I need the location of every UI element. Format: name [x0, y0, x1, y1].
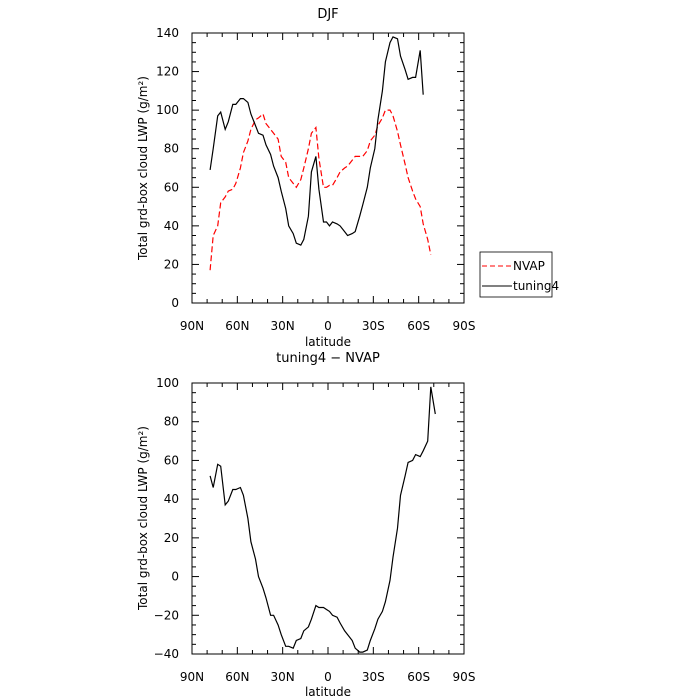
y-tick-label-top: 0	[171, 296, 179, 310]
y-tick-label-bottom: 100	[156, 376, 179, 390]
x-tick-label-bottom: 90S	[453, 670, 476, 684]
x-axis-title-top: latitude	[305, 335, 351, 349]
y-tick-label-top: 60	[164, 180, 179, 194]
series-line-tuning4	[209, 36, 424, 246]
y-tick-label-bottom: 20	[164, 531, 179, 545]
y-tick-label-bottom: −20	[154, 608, 179, 622]
x-tick-label-bottom: 90N	[180, 670, 204, 684]
x-tick-label-top: 90S	[453, 319, 476, 333]
y-tick-label-top: 100	[156, 103, 179, 117]
x-tick-label-top: 90N	[180, 319, 204, 333]
y-tick-label-top: 40	[164, 219, 179, 233]
y-tick-label-top: 120	[156, 65, 179, 79]
x-tick-label-bottom: 60N	[225, 670, 249, 684]
legend-label-tuning4: tuning4	[513, 279, 559, 293]
y-tick-label-bottom: 40	[164, 492, 179, 506]
x-tick-label-bottom: 30S	[362, 670, 385, 684]
y-tick-label-bottom: 80	[164, 415, 179, 429]
legend-label-nvap: NVAP	[513, 259, 545, 273]
y-tick-label-top: 140	[156, 26, 179, 40]
x-axis-title-bottom: latitude	[305, 685, 351, 699]
legend: NVAP tuning4	[479, 251, 559, 298]
x-tick-label-top: 60N	[225, 319, 249, 333]
y-tick-label-top: 20	[164, 257, 179, 271]
axes-bottom: 90N 60N 30N 0 30S 60S 90S −40 −20 0 20 40 60 80 100	[154, 376, 476, 684]
x-tick-label-bottom: 60S	[407, 670, 430, 684]
y-axis-title-top: Total grd-box cloud LWP (g/m²)	[136, 76, 150, 261]
x-tick-label-bottom: 0	[324, 670, 332, 684]
x-tick-label-top: 60S	[407, 319, 430, 333]
chart-title-bottom: tuning4 − NVAP	[276, 351, 380, 366]
plot-frame-bottom	[191, 382, 465, 655]
y-tick-label-bottom: 0	[171, 570, 179, 584]
chart-top: DJF 90N 60N 30N 0 30S 60S 90S 0 20 40 60 80 100 120 14…	[136, 7, 475, 349]
x-tick-label-top: 0	[324, 319, 332, 333]
axes-top: 90N 60N 30N 0 30S 60S 90S 0 20 40 60 80 100 120 140	[156, 26, 475, 333]
y-axis-title-bottom: Total grd-box cloud LWP (g/m²)	[136, 426, 150, 611]
y-tick-label-bottom: −40	[154, 647, 179, 661]
series-line-bottom-0	[209, 386, 436, 653]
x-tick-label-top: 30S	[362, 319, 385, 333]
plot-frame-top	[191, 32, 465, 304]
chart-title-top: DJF	[317, 7, 338, 22]
legend-box	[479, 251, 553, 298]
series-line-nvap	[209, 109, 432, 271]
x-tick-label-bottom: 30N	[271, 670, 295, 684]
series-lines-bottom	[209, 386, 436, 653]
series-lines-top	[209, 36, 432, 271]
y-tick-label-bottom: 60	[164, 453, 179, 467]
chart-bottom: tuning4 − NVAP 90N 60N 30N 0 30S 60S 90S −40 −20…	[136, 351, 475, 699]
y-tick-label-top: 80	[164, 142, 179, 156]
x-tick-label-top: 30N	[271, 319, 295, 333]
